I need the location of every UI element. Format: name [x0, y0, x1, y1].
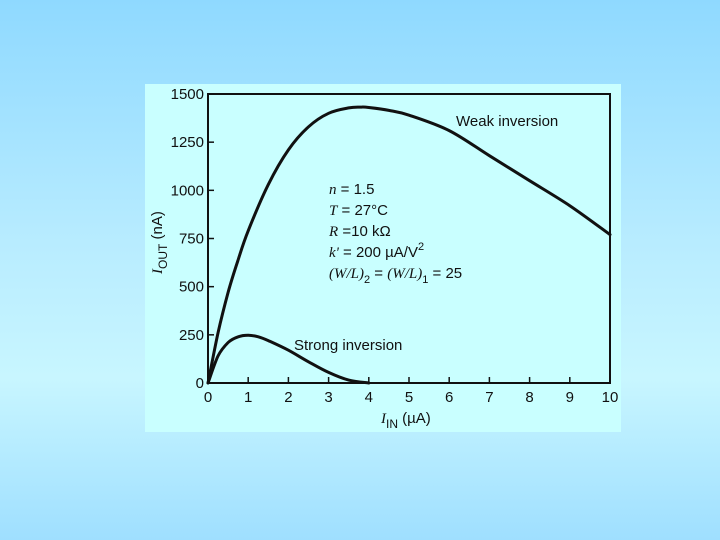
x-tick-label: 2: [284, 389, 292, 406]
param-t: T = 27°C: [329, 202, 388, 219]
param-wl: (W/L)2 = (W/L)1 = 25: [329, 265, 462, 286]
weak-inversion-label: Weak inversion: [456, 113, 558, 130]
y-tick-label: 750: [179, 231, 204, 248]
param-k: k' = 200 µA/V2: [329, 241, 424, 261]
x-axis-ticks: 0 1 2 3 4 5 6 7 8 9 10: [204, 377, 619, 406]
y-tick-label: 1250: [171, 134, 204, 151]
iout-vs-iin-chart: 0 1 2 3 4 5 6 7 8 9 10 0 250 500 750 1000 1250 1500 Weak…: [149, 86, 619, 431]
strong-inversion-curve: [206, 333, 371, 385]
x-tick-label: 7: [485, 389, 493, 406]
x-axis-label: IIN (µA): [380, 410, 431, 431]
x-tick-label: 4: [365, 389, 373, 406]
y-tick-label: 0: [196, 375, 204, 392]
x-tick-label: 1: [244, 389, 252, 406]
x-tick-label: 6: [445, 389, 453, 406]
param-n: n = 1.5: [329, 181, 374, 198]
x-tick-label: 9: [566, 389, 574, 406]
y-axis-label: IOUT (nA): [149, 211, 170, 275]
figure-panel: 0 1 2 3 4 5 6 7 8 9 10 0 250 500 750 1000 1250 1500 Weak…: [145, 84, 621, 432]
x-tick-label: 10: [602, 389, 619, 406]
x-tick-label: 0: [204, 389, 212, 406]
x-tick-label: 3: [324, 389, 332, 406]
strong-inversion-label: Strong inversion: [294, 337, 402, 354]
y-tick-label: 250: [179, 327, 204, 344]
y-tick-label: 500: [179, 279, 204, 296]
x-tick-label: 5: [405, 389, 413, 406]
weak-inversion-curve: [206, 105, 612, 385]
y-tick-label: 1000: [171, 182, 204, 199]
param-r: R =10 kΩ: [328, 223, 391, 240]
y-tick-label: 1500: [171, 86, 204, 103]
x-tick-label: 8: [525, 389, 533, 406]
